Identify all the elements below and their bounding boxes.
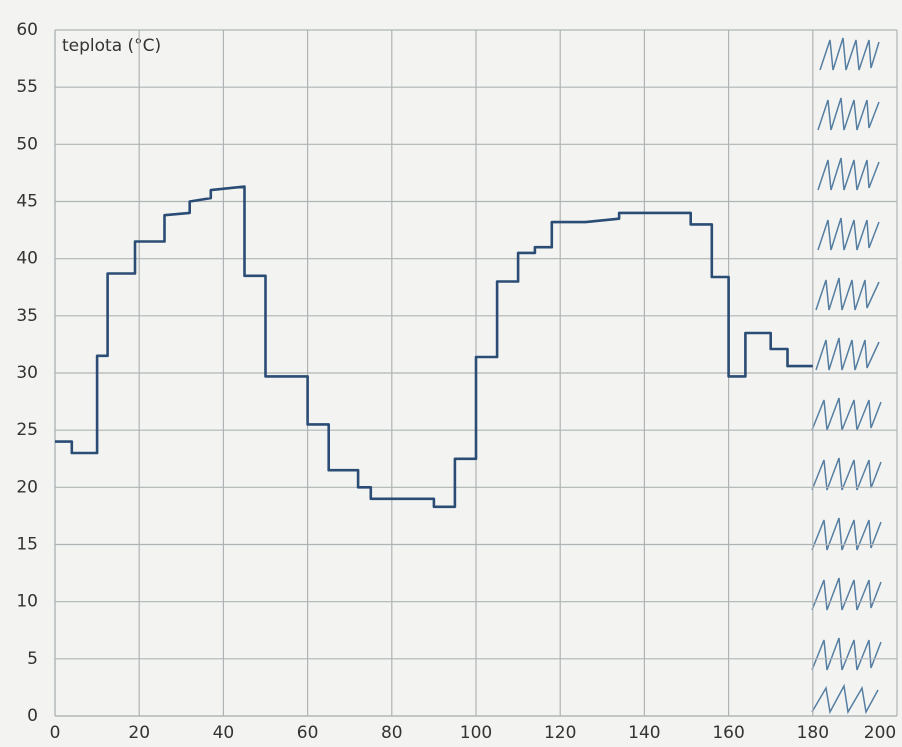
- y-tick-label: 40: [16, 249, 38, 269]
- x-tick-label: 0: [50, 723, 61, 743]
- y-tick-label: 25: [16, 420, 38, 440]
- y-tick-label: 60: [16, 20, 38, 40]
- y-tick-label: 30: [16, 363, 38, 383]
- x-tick-label: 20: [128, 723, 150, 743]
- y-tick-label: 55: [16, 77, 38, 97]
- x-tick-label: 60: [297, 723, 319, 743]
- y-tick-label: 10: [16, 592, 38, 612]
- y-axis-label: teplota (°C): [62, 36, 161, 56]
- x-tick-label: 200: [864, 723, 896, 743]
- y-tick-label: 20: [16, 477, 38, 497]
- x-tick-label: 160: [712, 723, 744, 743]
- x-tick-label: 80: [381, 723, 403, 743]
- scribble: [811, 37, 882, 715]
- x-tick-label: 120: [544, 723, 576, 743]
- x-tick-label: 180: [797, 723, 829, 743]
- temperature-line: [55, 185, 813, 509]
- x-tick-label: 100: [460, 723, 492, 743]
- y-tick-label: 15: [16, 535, 38, 555]
- y-tick-label: 5: [27, 649, 38, 669]
- y-tick-label: 45: [16, 192, 38, 212]
- y-tick-label: 50: [16, 134, 38, 154]
- x-tick-label: 140: [628, 723, 660, 743]
- y-tick-label: 35: [16, 306, 38, 326]
- x-tick-label: 40: [213, 723, 235, 743]
- y-tick-label: 0: [27, 706, 38, 726]
